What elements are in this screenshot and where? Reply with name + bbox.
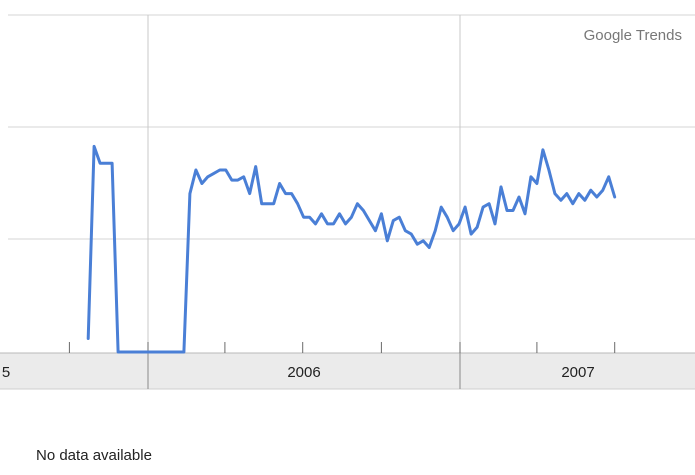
x-axis-band	[0, 353, 695, 389]
trends-chart: Google Trends 5 2006 2007	[0, 14, 695, 390]
source-watermark: Google Trends	[584, 27, 682, 44]
x-axis-bar: 5 2006 2007	[0, 342, 695, 390]
gridlines	[8, 14, 695, 353]
trend-series-line	[86, 144, 617, 354]
x-tick-label-partial-year: 5	[2, 364, 10, 381]
x-tick-label-2007: 2007	[561, 364, 594, 381]
x-tick-label-2006: 2006	[287, 364, 320, 381]
no-data-message: No data available	[36, 447, 152, 464]
